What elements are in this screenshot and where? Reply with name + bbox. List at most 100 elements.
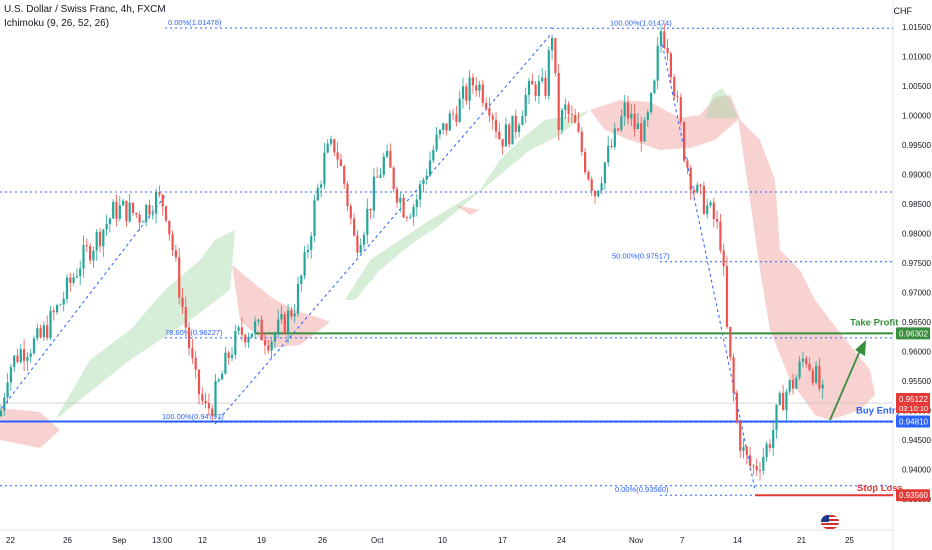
candle-body — [224, 352, 227, 374]
candle-body — [788, 380, 791, 392]
candle-body — [465, 86, 468, 101]
candle-body — [9, 367, 12, 383]
x-tick-label: 21 — [797, 536, 806, 545]
candle-body — [174, 250, 177, 258]
candle-body — [755, 466, 758, 471]
candle-body — [815, 365, 818, 383]
x-tick-label: Nov — [629, 536, 643, 545]
candle-body — [23, 349, 26, 361]
indicator-label[interactable]: Ichimoku (9, 26, 52, 26) — [4, 18, 110, 29]
y-tick-label: 0.95500 — [902, 377, 931, 386]
y-tick-label: 1.00500 — [902, 82, 931, 91]
candle-body — [574, 114, 577, 123]
candle-body — [739, 422, 742, 451]
candle-body — [808, 363, 811, 370]
symbol-title[interactable]: U.S. Dollar / Swiss Franc, 4h, FXCM — [4, 4, 166, 15]
candle-body — [656, 45, 659, 81]
candle-body — [280, 314, 283, 320]
candle-body — [194, 357, 197, 370]
ichimoku-cloud-4 — [455, 205, 480, 215]
candle-body — [237, 327, 240, 332]
candle-body — [435, 134, 438, 150]
candle-body — [201, 394, 204, 401]
y-tick-label: 1.01000 — [902, 52, 931, 61]
candle-body — [782, 393, 785, 411]
candle-body — [346, 183, 349, 206]
x-tick-label: 22 — [6, 536, 15, 545]
candle-body — [541, 77, 544, 82]
candle-body — [547, 50, 550, 96]
candle-body — [0, 410, 3, 417]
candle-body — [402, 197, 405, 218]
candle-body — [3, 397, 6, 411]
projection-arrow — [829, 345, 863, 421]
arrow-head-icon — [855, 340, 866, 356]
candle-body — [778, 393, 781, 405]
candle-body — [445, 123, 448, 131]
y-tick-label: 1.00000 — [902, 111, 931, 120]
candle-body — [313, 200, 316, 237]
candle-body — [296, 283, 300, 314]
ichimoku-cloud-2 — [232, 265, 330, 348]
candle-body — [75, 276, 78, 278]
candle-body — [478, 84, 481, 91]
candle-body — [287, 310, 290, 333]
candle-body — [188, 327, 191, 349]
candle-body — [98, 231, 102, 247]
candle-body — [221, 373, 224, 380]
candle-body — [425, 175, 428, 180]
candle-body — [772, 429, 775, 448]
candle-body — [326, 143, 329, 153]
fib-trendline-1 — [1, 195, 166, 409]
candle-body — [758, 470, 762, 471]
candle-body — [623, 102, 626, 117]
candle-body — [570, 114, 573, 115]
candle-body — [290, 310, 293, 317]
y-tick-label: 0.96500 — [902, 318, 931, 327]
candle-body — [145, 204, 148, 222]
candle-body — [692, 189, 696, 193]
take-profit-price-tag: 0.96302 — [899, 329, 928, 338]
candle-body — [204, 400, 207, 404]
candle-body — [633, 113, 636, 130]
candle-body — [590, 179, 593, 192]
candle-body — [369, 208, 372, 211]
candle-body — [752, 465, 755, 467]
candle-body — [366, 208, 369, 235]
candle-body — [742, 446, 745, 451]
candle-body — [19, 349, 22, 362]
candle-body — [494, 119, 498, 132]
candle-body — [617, 128, 620, 131]
candle-body — [13, 355, 16, 368]
candle-body — [105, 224, 108, 230]
candle-body — [432, 149, 435, 161]
candle-body — [508, 124, 511, 145]
candle-body — [372, 176, 375, 211]
candle-body — [775, 404, 778, 430]
candle-body — [468, 77, 471, 101]
candle-body — [250, 333, 253, 337]
candle-body — [303, 252, 306, 276]
candle-body — [580, 131, 583, 152]
candle-body — [29, 353, 32, 357]
candle-body — [399, 197, 402, 203]
candle-body — [329, 139, 333, 144]
take-profit-price-tag-bg — [896, 327, 930, 340]
candle-body — [65, 277, 69, 299]
candle-body — [475, 85, 478, 91]
fib-level-label: 100.00%(0.94797) — [162, 412, 224, 421]
fib-level-label: 0.00%(0.93560) — [615, 485, 669, 494]
candle-body — [191, 348, 194, 358]
candle-body — [518, 125, 521, 132]
candle-body — [716, 219, 719, 222]
candle-body — [501, 139, 504, 147]
candle-body — [428, 160, 432, 176]
candle-body — [161, 194, 164, 207]
candle-body — [531, 80, 534, 85]
buy-entry-price-tag-bg — [896, 415, 930, 428]
candle-body — [610, 145, 613, 148]
candle-body — [636, 123, 639, 130]
candle-body — [376, 176, 379, 178]
